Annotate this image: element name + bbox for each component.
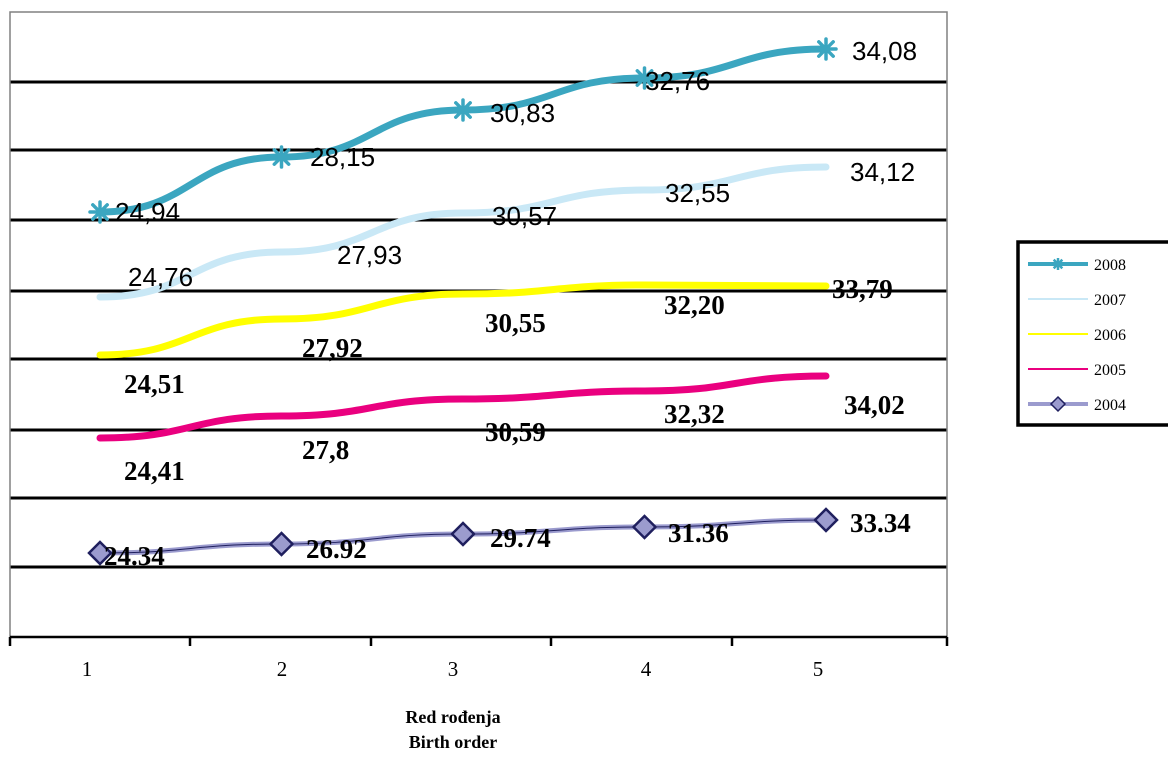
x-axis-title-line-2: Birth order: [409, 732, 497, 752]
x-axis-title: Red rođenja Birth order: [405, 707, 500, 752]
x-tick-label-4: 4: [641, 657, 652, 681]
data-label-2005-4: 32,32: [664, 399, 725, 429]
data-label-2004-2: 26.92: [306, 534, 367, 564]
series-lines: [87, 37, 839, 566]
marker-2004-4: [631, 514, 658, 540]
marker-2008-1: [88, 200, 112, 224]
series-line-2005: [96, 372, 830, 442]
data-label-2005-2: 27,8: [302, 435, 349, 465]
x-tick-label-2: 2: [277, 657, 288, 681]
x-axis-title-line-1: Red rođenja: [405, 707, 500, 727]
data-labels: 24,94 28,15 30,83 32,76 34,08 24,76 27,93 30,57…: [104, 36, 917, 571]
x-tick-label-5: 5: [813, 657, 824, 681]
marker-2004-5: [813, 507, 839, 533]
series-2007: [96, 163, 830, 301]
data-label-2008-5: 34,08: [852, 36, 917, 66]
data-label-2005-3: 30,59: [485, 417, 546, 447]
legend-item-2004: 2004: [1028, 395, 1126, 414]
data-label-2008-2: 28,15: [310, 142, 375, 172]
data-label-2007-2: 27,93: [337, 240, 402, 270]
legend-label-2006: 2006: [1094, 327, 1126, 344]
data-label-2004-3: 29.74: [490, 523, 551, 553]
series-line-2006: [96, 281, 830, 359]
grid-lines: [10, 80, 947, 569]
legend-item-2008: 2008: [1028, 257, 1126, 274]
legend-item-2005: 2005: [1028, 362, 1126, 379]
marker-2008-2: [269, 145, 294, 169]
data-label-2004-1: 24.34: [104, 541, 165, 571]
data-label-2004-5: 33.34: [850, 508, 911, 538]
data-label-2006-3: 30,55: [485, 308, 546, 338]
data-label-2008-3: 30,83: [490, 98, 555, 128]
legend-label-2008: 2008: [1094, 257, 1126, 274]
legend-label-2004: 2004: [1094, 397, 1126, 414]
data-label-2006-1: 24,51: [124, 369, 185, 399]
data-label-2006-5: 33,79: [832, 274, 893, 304]
data-label-2006-4: 32,20: [664, 290, 725, 320]
marker-2004-1: [87, 540, 113, 566]
series-2008: [88, 37, 838, 224]
data-label-2006-2: 27,92: [302, 333, 363, 363]
legend: 2008 2007 2006 2005 2004: [1016, 240, 1168, 427]
legend-item-2006: 2006: [1028, 327, 1126, 344]
series-2006: [96, 281, 830, 359]
marker-2004-3: [450, 521, 476, 547]
marker-2008-3: [451, 98, 475, 122]
data-label-2007-3: 30,57: [492, 201, 557, 231]
data-label-2005-1: 24,41: [124, 456, 185, 486]
data-label-2005-5: 34,02: [844, 390, 905, 420]
data-label-2008-1: 24,94: [115, 197, 180, 227]
data-label-2007-5: 34,12: [850, 157, 915, 187]
x-axis-ticks: 1 2 3 4 5: [8, 637, 949, 681]
data-label-2007-4: 32,55: [665, 178, 730, 208]
legend-label-2005: 2005: [1094, 362, 1126, 379]
x-tick-label-1: 1: [82, 657, 93, 681]
marker-2008-4: [632, 66, 657, 90]
series-line-2007: [96, 163, 830, 301]
marker-2008-5: [814, 37, 838, 61]
series-2005: [96, 372, 830, 442]
series-2004: [87, 507, 839, 566]
legend-item-2007: 2007: [1028, 292, 1126, 309]
data-label-2007-1: 24,76: [128, 262, 193, 292]
marker-2004-2: [268, 531, 295, 557]
plot-frame: [9, 11, 948, 639]
data-label-2004-4: 31.36: [668, 518, 729, 548]
x-tick-label-3: 3: [448, 657, 459, 681]
data-label-2008-4: 32,76: [645, 66, 710, 96]
legend-label-2007: 2007: [1094, 292, 1126, 309]
